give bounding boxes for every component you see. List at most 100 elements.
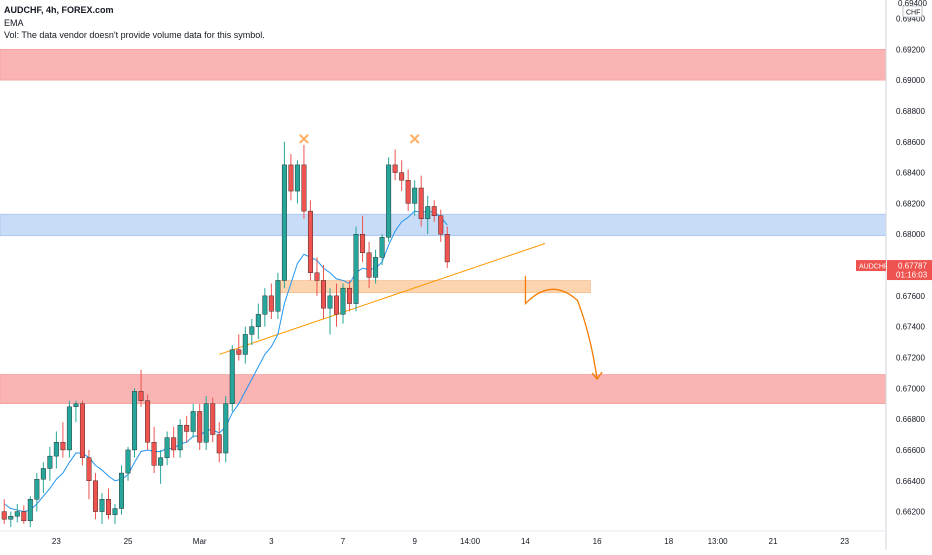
candle-body bbox=[40, 468, 46, 480]
candle-body bbox=[79, 403, 85, 458]
candle-body bbox=[8, 516, 14, 520]
candle-body bbox=[353, 234, 359, 304]
candle-body bbox=[1, 511, 7, 520]
candle-body bbox=[86, 457, 92, 481]
candle-body bbox=[255, 314, 261, 327]
candle-body bbox=[242, 334, 248, 355]
projection-path bbox=[524, 275, 598, 380]
candle-body bbox=[145, 400, 151, 443]
candle-body bbox=[444, 234, 450, 263]
candle-body bbox=[418, 187, 424, 220]
time-axis[interactable]: 23 25 Mar 3 7 9 14:00 14 16 18 13:00 21 23 bbox=[0, 530, 886, 546]
candle-body bbox=[34, 479, 40, 500]
candle-body bbox=[203, 403, 209, 443]
candle-body bbox=[399, 172, 405, 181]
candle-body bbox=[27, 499, 33, 522]
support-zone-bottom bbox=[0, 374, 887, 405]
candle-body bbox=[379, 237, 385, 258]
candle-body bbox=[53, 442, 59, 457]
candle-body bbox=[425, 206, 431, 220]
legend-ema[interactable]: EMA bbox=[4, 17, 24, 28]
candle-body bbox=[210, 403, 216, 435]
zones-layer bbox=[0, 49, 887, 405]
price-top-label: 0.69400 bbox=[898, 0, 927, 8]
price-tick-label: 0.67600 bbox=[896, 292, 925, 301]
candle-body bbox=[268, 295, 274, 312]
candle-body bbox=[177, 425, 183, 451]
currency-label: CHF bbox=[906, 10, 920, 17]
candle-body bbox=[386, 164, 392, 238]
candle-body bbox=[288, 164, 294, 192]
candle-body bbox=[314, 272, 320, 281]
candle-body bbox=[307, 210, 313, 273]
candle-body bbox=[151, 442, 157, 466]
candle-body bbox=[327, 295, 333, 309]
candle-body bbox=[373, 257, 379, 278]
price-tick-label: 0.66200 bbox=[896, 508, 925, 517]
price-tick-label: 0.68800 bbox=[896, 107, 925, 116]
candle-body bbox=[106, 499, 111, 515]
candle-body bbox=[216, 434, 222, 454]
candle-body bbox=[340, 287, 346, 315]
price-tick-label: 0.66800 bbox=[896, 415, 925, 424]
top-x-icon bbox=[410, 134, 420, 144]
candle-body bbox=[320, 280, 326, 309]
time-tick-label: 16 bbox=[593, 537, 602, 546]
candle-body bbox=[347, 287, 353, 304]
candle-body bbox=[334, 295, 339, 315]
price-tick-label: 0.69400 bbox=[896, 14, 925, 23]
price-tick-label: 0.66400 bbox=[896, 477, 925, 486]
price-tick-label: 0.67200 bbox=[896, 353, 925, 362]
projection-layer bbox=[524, 275, 603, 381]
candle-body bbox=[112, 508, 118, 515]
chart-legend: AUDCHF, 4h, FOREX.com EMA Vol: The data … bbox=[4, 4, 265, 42]
candle-body bbox=[236, 349, 242, 355]
candle-body bbox=[275, 280, 281, 312]
countdown-text: 01:16:03 bbox=[896, 271, 928, 280]
candle-body bbox=[21, 511, 27, 522]
time-tick-label: 23 bbox=[840, 537, 849, 546]
time-tick-label: 18 bbox=[664, 537, 673, 546]
symbol-tag-text: AUDCHF bbox=[859, 264, 888, 271]
candle-body bbox=[184, 425, 190, 432]
current-price-text: 0.67787 bbox=[898, 262, 927, 271]
candle-body bbox=[158, 457, 164, 466]
candle-body bbox=[119, 472, 125, 509]
price-tick-label: 0.69200 bbox=[896, 45, 925, 54]
price-tick-label: 0.67000 bbox=[896, 384, 925, 393]
candle-body bbox=[66, 406, 72, 451]
candle-body bbox=[92, 480, 98, 512]
price-tick-label: 0.66600 bbox=[896, 446, 925, 455]
time-tick-label: 23 bbox=[52, 537, 61, 546]
candle-body bbox=[294, 164, 300, 192]
time-tick-label: 21 bbox=[769, 537, 778, 546]
candle-body bbox=[138, 391, 144, 401]
candle-body bbox=[190, 411, 196, 432]
candle-body bbox=[132, 391, 138, 451]
trendline-layer bbox=[219, 242, 546, 355]
resistance-zone-top bbox=[0, 49, 887, 81]
price-tick-label: 0.68200 bbox=[896, 199, 925, 208]
price-tick-label: 0.67400 bbox=[896, 323, 925, 332]
candle-body bbox=[431, 206, 437, 216]
time-tick-label: 14:00 bbox=[460, 537, 481, 546]
legend-title[interactable]: AUDCHF, 4h, FOREX.com bbox=[4, 5, 114, 15]
price-tick-label: 0.69000 bbox=[896, 76, 925, 85]
legend-volume: Vol: The data vendor doesn't provide vol… bbox=[4, 30, 265, 40]
markers-layer bbox=[299, 134, 420, 144]
candle-body bbox=[229, 349, 235, 404]
price-tick-label: 0.68400 bbox=[896, 169, 925, 178]
top-x-icon bbox=[299, 134, 309, 144]
candle-body bbox=[197, 411, 203, 443]
candle-body bbox=[262, 295, 268, 315]
candle-body bbox=[412, 187, 418, 204]
time-tick-label: Mar bbox=[193, 537, 207, 546]
candle-body bbox=[360, 234, 366, 253]
time-tick-label: 9 bbox=[412, 537, 417, 546]
candle-body bbox=[73, 403, 79, 408]
candles-layer bbox=[1, 141, 450, 527]
time-tick-label: 25 bbox=[124, 537, 133, 546]
